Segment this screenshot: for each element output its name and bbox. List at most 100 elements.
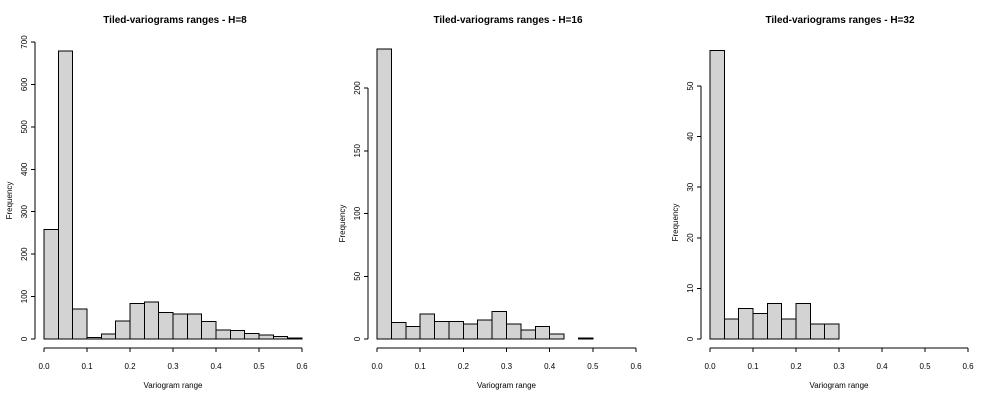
y-tick-label: 600 [20, 77, 29, 91]
y-axis: 0 50 100 150 200 [353, 81, 369, 341]
y-tick-label: 40 [686, 132, 695, 141]
x-tick-label: 0.4 [544, 362, 556, 371]
histogram-bar [244, 332, 260, 340]
histogram-bar [43, 229, 59, 340]
histogram-bar [86, 337, 102, 340]
x-axis: 0.0 0.1 0.2 0.3 0.4 0.5 0.6 [371, 347, 642, 371]
x-tick-label: 0.0 [371, 362, 383, 371]
histogram-bar [824, 323, 840, 340]
y-tick-label: 500 [20, 120, 29, 134]
y-tick-label: 10 [686, 283, 695, 292]
histogram-bar [143, 301, 160, 340]
x-tick-label: 0.3 [833, 362, 845, 371]
x-axis-label: Variogram range [810, 381, 870, 390]
histogram-bar [287, 337, 303, 340]
histogram-bar [129, 302, 145, 340]
x-tick-label: 0.1 [81, 362, 93, 371]
y-axis-label: Frequency [5, 182, 14, 220]
x-tick-label: 0.5 [587, 362, 599, 371]
x-axis-label: Variogram range [477, 381, 537, 390]
chart-title: Tiled-variograms ranges - H=8 [103, 15, 247, 26]
x-axis-label: Variogram range [144, 381, 204, 390]
x-tick-label: 0.2 [458, 362, 470, 371]
histogram-bar [258, 334, 274, 340]
y-tick-label: 0 [20, 336, 29, 341]
histogram-bar [57, 50, 74, 340]
histogram-bar [809, 323, 826, 340]
histogram-bar [272, 335, 289, 340]
histogram-bar [448, 320, 464, 340]
histogram-bars [43, 50, 303, 340]
histogram-bar [390, 322, 407, 340]
x-tick-label: 0.3 [501, 362, 513, 371]
histogram-bar [534, 325, 551, 340]
histogram-bar [72, 308, 88, 340]
chart-panel-h8: Tiled-variograms ranges - H=8 Variogram … [5, 15, 308, 390]
histogram-bar [229, 330, 246, 340]
chart-panel-h16: Tiled-variograms ranges - H=16 Variogram… [338, 15, 642, 390]
x-tick-label: 0.2 [790, 362, 802, 371]
x-tick-label: 0.3 [167, 362, 179, 371]
histogram-bar [462, 323, 479, 340]
y-tick-label: 100 [20, 289, 29, 303]
y-tick-label: 300 [20, 204, 29, 218]
x-tick-label: 0.1 [415, 362, 427, 371]
histogram-bar [506, 323, 522, 340]
histogram-bars [376, 48, 594, 340]
histogram-bar [434, 320, 450, 340]
x-tick-label: 0.1 [747, 362, 759, 371]
x-tick-label: 0.5 [253, 362, 265, 371]
chart-title: Tiled-variograms ranges - H=16 [433, 15, 582, 26]
y-tick-label: 50 [353, 271, 362, 280]
histogram-bar [781, 318, 797, 340]
x-tick-label: 0.6 [962, 362, 974, 371]
histogram-bar [766, 303, 783, 340]
histogram-bar [577, 337, 594, 340]
histogram-bar [723, 318, 740, 340]
x-tick-label: 0.6 [296, 362, 308, 371]
y-tick-label: 0 [353, 336, 362, 341]
y-axis-label: Frequency [338, 205, 347, 243]
x-tick-label: 0.0 [704, 362, 716, 371]
y-axis: 0 10 20 30 40 50 [686, 81, 702, 341]
x-tick-label: 0.5 [919, 362, 931, 371]
x-tick-label: 0.0 [38, 362, 50, 371]
histogram-bar [795, 303, 811, 340]
histogram-bar [115, 320, 131, 340]
y-tick-label: 30 [686, 182, 695, 191]
x-tick-label: 0.4 [210, 362, 222, 371]
x-tick-label: 0.2 [124, 362, 136, 371]
histogram-bar [100, 333, 117, 340]
histogram-bar [520, 329, 536, 340]
y-tick-label: 200 [20, 247, 29, 261]
y-tick-label: 400 [20, 162, 29, 176]
histogram-bar [215, 329, 231, 340]
histogram-bar [709, 50, 725, 340]
histogram-bar [419, 313, 436, 340]
histogram-bar [549, 333, 565, 340]
histogram-bar [752, 313, 768, 340]
y-tick-label: 0 [686, 336, 695, 341]
histogram-bar [158, 311, 174, 340]
histogram-bar [201, 321, 217, 340]
histogram-bar [491, 310, 508, 340]
y-axis-label: Frequency [671, 204, 680, 242]
histogram-bar [186, 313, 203, 340]
x-axis: 0.0 0.1 0.2 0.3 0.4 0.5 0.6 [704, 347, 974, 371]
chart-title: Tiled-variograms ranges - H=32 [765, 15, 914, 26]
histogram-bar [376, 48, 392, 340]
y-tick-label: 700 [20, 35, 29, 49]
y-tick-label: 20 [686, 233, 695, 242]
y-axis: 0 100 200 300 400 500 600 700 [20, 35, 36, 341]
x-tick-label: 0.4 [876, 362, 888, 371]
histogram-bar [172, 313, 188, 340]
y-tick-label: 150 [353, 144, 362, 158]
histogram-bar [477, 319, 493, 340]
histogram-bars [709, 50, 840, 340]
y-tick-label: 200 [353, 81, 362, 95]
chart-panel-h32: Tiled-variograms ranges - H=32 Variogram… [671, 15, 974, 390]
x-tick-label: 0.6 [630, 362, 642, 371]
y-tick-label: 50 [686, 81, 695, 90]
x-axis: 0.0 0.1 0.2 0.3 0.4 0.5 0.6 [38, 347, 308, 371]
